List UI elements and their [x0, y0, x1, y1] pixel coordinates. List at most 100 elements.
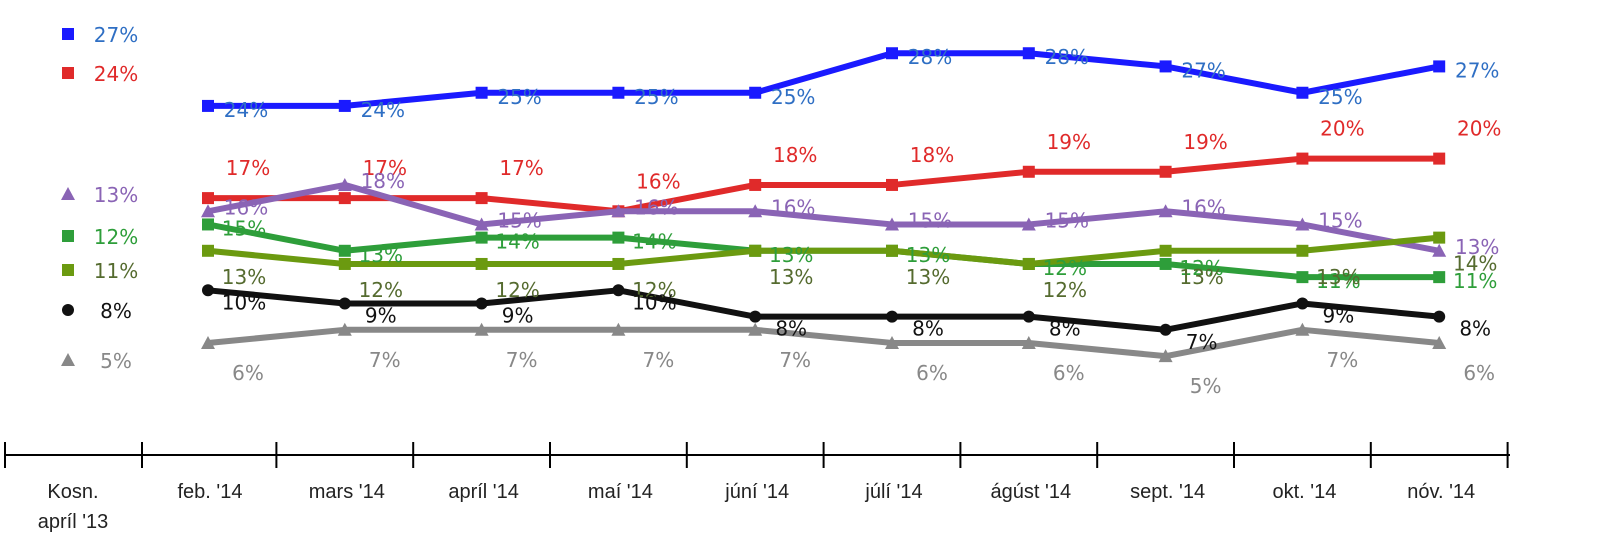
data-label: 13% — [1179, 265, 1223, 289]
data-label: 13% — [906, 265, 950, 289]
data-label: 7% — [643, 348, 675, 372]
data-label: 6% — [916, 361, 948, 385]
baseline-marker — [62, 304, 74, 316]
series-blue-point — [1433, 60, 1446, 73]
data-label: 12% — [1179, 256, 1223, 280]
data-label: 13% — [222, 265, 266, 289]
data-label: 19% — [1047, 130, 1091, 154]
data-label: 13% — [1455, 235, 1499, 259]
data-label: 13% — [906, 243, 950, 267]
series-purple-point — [1158, 204, 1173, 218]
x-tick-label: sept. '14 — [1130, 481, 1205, 503]
series-purple-point — [885, 217, 899, 231]
series-gray-point — [337, 322, 352, 336]
data-label: 15% — [1318, 208, 1362, 232]
series-blue-point — [338, 99, 351, 112]
series-gray-point — [1432, 335, 1447, 349]
series-red-point — [202, 192, 214, 205]
data-label: 6% — [1463, 361, 1495, 385]
series-black-point — [1433, 310, 1446, 323]
baseline-marker — [62, 28, 74, 40]
series-blue-point — [1296, 86, 1309, 99]
series-red-point — [475, 192, 488, 205]
series-green-point — [1159, 257, 1172, 270]
baseline-label: 27% — [94, 23, 138, 47]
data-label: 12% — [359, 278, 403, 302]
series-olive-point — [475, 257, 488, 270]
series-black-point — [338, 297, 351, 310]
x-tick-label: feb. '14 — [178, 481, 243, 503]
data-label: 13% — [769, 265, 813, 289]
data-label: 13% — [769, 243, 813, 267]
baseline-category-line1: Kosn. — [47, 481, 98, 503]
series-black-line — [207, 287, 1440, 333]
series-lines — [201, 47, 1447, 363]
series-blue-point — [612, 86, 625, 99]
data-label: 11% — [1316, 269, 1360, 293]
series-purple-point — [748, 204, 763, 218]
data-label: 14% — [495, 230, 539, 254]
series-blue-point — [475, 86, 488, 99]
series-black-point — [1022, 310, 1035, 323]
series-black-point — [475, 297, 488, 310]
data-label: 7% — [369, 348, 401, 372]
data-label: 27% — [1181, 58, 1225, 82]
data-label: 9% — [365, 303, 397, 327]
series-purple-point — [611, 204, 626, 218]
data-label: 8% — [1049, 317, 1081, 341]
series-gray-point — [611, 322, 626, 336]
baseline-label: 8% — [100, 299, 132, 323]
series-green-point — [1433, 271, 1446, 284]
baseline-label: 24% — [94, 62, 138, 86]
data-label: 6% — [1053, 361, 1085, 385]
series-black-point — [749, 310, 762, 323]
baseline-marker — [62, 264, 74, 276]
series-olive-point — [202, 244, 214, 257]
data-label: 28% — [908, 45, 952, 69]
data-label: 24% — [224, 98, 268, 122]
series-red-point — [1159, 165, 1172, 178]
data-labels: 24% 24%25% 25% 25%28% 28%27%25%27%17% 17% 17%1… — [222, 45, 1502, 398]
data-label: 6% — [232, 361, 264, 385]
x-tick-label: mars '14 — [309, 481, 385, 503]
data-label: 18% — [773, 143, 817, 167]
series-green-point — [338, 244, 351, 257]
baseline-marker — [62, 230, 74, 242]
x-tick-label: apríl '14 — [448, 481, 519, 503]
data-label: 13% — [359, 243, 403, 267]
data-label: 16% — [636, 169, 680, 193]
series-gray-point — [474, 322, 489, 336]
data-label: 8% — [912, 317, 944, 341]
data-label: 20% — [1320, 117, 1364, 141]
data-label: 8% — [775, 317, 807, 341]
data-label: 7% — [779, 348, 811, 372]
data-label: 7% — [1327, 348, 1359, 372]
series-olive-point — [1022, 257, 1035, 270]
data-label: 7% — [506, 348, 538, 372]
baseline-label: 5% — [100, 349, 132, 373]
series-gray-point — [885, 335, 899, 349]
series-green-point — [475, 231, 488, 244]
series-olive-point — [749, 244, 762, 257]
data-label: 27% — [1455, 58, 1499, 82]
series-red-point — [338, 192, 351, 205]
data-label: 24% — [361, 98, 405, 122]
baseline-label: 11% — [94, 259, 138, 283]
data-label: 25% — [1318, 85, 1362, 109]
data-label: 15% — [222, 216, 266, 240]
data-label: 19% — [1183, 130, 1227, 154]
series-olive-point — [886, 244, 898, 257]
data-label: 9% — [502, 303, 534, 327]
data-label: 17% — [363, 156, 407, 180]
series-purple-line — [207, 181, 1440, 254]
data-label: 28% — [1045, 45, 1089, 69]
data-label: 16% — [224, 195, 268, 219]
series-purple-point — [1432, 243, 1447, 257]
series-olive-point — [1433, 231, 1446, 244]
data-label: 15% — [1045, 208, 1089, 232]
data-label: 5% — [1190, 374, 1222, 398]
series-blue-point — [749, 86, 762, 99]
series-red-line — [208, 155, 1440, 215]
data-label: 17% — [226, 156, 270, 180]
data-label: 12% — [1043, 278, 1087, 302]
